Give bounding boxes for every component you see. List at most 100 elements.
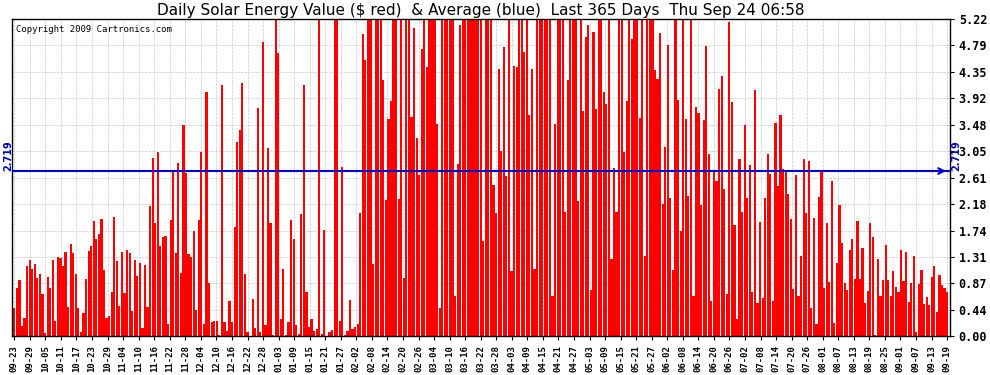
Bar: [180, 273, 182, 336]
Bar: [600, 2, 602, 336]
Bar: [159, 246, 161, 336]
Bar: [669, 198, 671, 336]
Bar: [313, 332, 315, 336]
Bar: [354, 327, 356, 336]
Bar: [705, 46, 707, 336]
Bar: [687, 196, 689, 336]
Bar: [559, 2, 561, 336]
Bar: [726, 294, 728, 336]
Bar: [810, 308, 813, 336]
Bar: [918, 284, 920, 336]
Bar: [221, 85, 223, 336]
Bar: [251, 299, 253, 336]
Bar: [695, 106, 697, 336]
Bar: [834, 323, 836, 336]
Bar: [913, 256, 915, 336]
Bar: [790, 219, 792, 336]
Bar: [287, 321, 290, 336]
Bar: [237, 142, 239, 336]
Bar: [244, 274, 247, 336]
Bar: [859, 279, 861, 336]
Bar: [31, 269, 34, 336]
Bar: [561, 2, 564, 336]
Bar: [564, 211, 566, 336]
Bar: [348, 300, 351, 336]
Bar: [505, 176, 508, 336]
Bar: [254, 328, 256, 336]
Bar: [285, 334, 287, 336]
Bar: [946, 292, 948, 336]
Bar: [44, 333, 47, 336]
Bar: [713, 170, 715, 336]
Bar: [685, 119, 687, 336]
Bar: [821, 172, 823, 336]
Bar: [526, 2, 528, 336]
Bar: [77, 309, 79, 336]
Bar: [64, 252, 66, 336]
Bar: [829, 282, 831, 336]
Bar: [716, 180, 718, 336]
Bar: [908, 302, 910, 336]
Bar: [677, 100, 679, 336]
Bar: [93, 221, 95, 336]
Bar: [479, 2, 482, 336]
Bar: [577, 201, 579, 336]
Bar: [700, 205, 702, 336]
Bar: [703, 120, 705, 336]
Bar: [511, 271, 513, 336]
Bar: [318, 2, 321, 336]
Bar: [787, 194, 789, 336]
Bar: [147, 307, 148, 336]
Bar: [124, 293, 126, 336]
Bar: [300, 214, 302, 336]
Bar: [877, 259, 879, 336]
Bar: [928, 306, 931, 336]
Bar: [372, 264, 374, 336]
Bar: [805, 213, 807, 336]
Bar: [29, 260, 31, 336]
Bar: [459, 25, 461, 336]
Bar: [361, 34, 364, 336]
Bar: [280, 319, 282, 336]
Bar: [374, 2, 377, 336]
Bar: [392, 2, 395, 336]
Bar: [753, 90, 756, 336]
Bar: [429, 2, 431, 336]
Bar: [231, 322, 234, 336]
Bar: [734, 225, 736, 336]
Bar: [56, 257, 59, 336]
Bar: [129, 253, 131, 336]
Bar: [80, 332, 82, 336]
Bar: [548, 2, 551, 336]
Bar: [461, 2, 464, 336]
Bar: [298, 334, 300, 336]
Bar: [664, 147, 666, 336]
Bar: [897, 292, 900, 336]
Bar: [542, 2, 544, 336]
Bar: [846, 291, 848, 336]
Bar: [808, 161, 810, 336]
Bar: [513, 66, 515, 336]
Bar: [405, 2, 408, 336]
Bar: [390, 100, 392, 336]
Bar: [936, 312, 938, 336]
Bar: [226, 331, 228, 336]
Bar: [413, 27, 415, 336]
Bar: [882, 280, 884, 336]
Bar: [634, 2, 636, 336]
Bar: [242, 82, 244, 336]
Bar: [154, 222, 156, 336]
Bar: [161, 237, 164, 336]
Bar: [923, 304, 926, 336]
Bar: [331, 330, 334, 336]
Bar: [216, 321, 218, 336]
Bar: [803, 159, 805, 336]
Bar: [940, 285, 943, 336]
Bar: [187, 255, 190, 336]
Bar: [710, 301, 713, 336]
Bar: [85, 279, 87, 336]
Bar: [346, 331, 348, 336]
Bar: [418, 175, 421, 336]
Bar: [137, 276, 139, 336]
Bar: [380, 2, 382, 336]
